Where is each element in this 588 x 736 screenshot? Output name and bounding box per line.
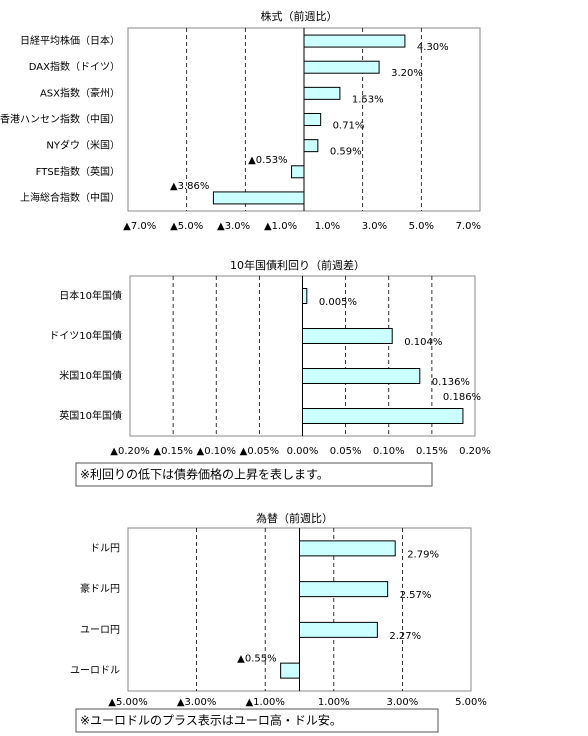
category-label: DAX指数（ドイツ） — [29, 60, 120, 73]
x-tick-label: 0.05% — [330, 446, 362, 457]
chart-title: 為替（前週比） — [256, 511, 333, 525]
category-label: 香港ハンセン指数（中国） — [0, 113, 120, 126]
note: ※ユーロドルのプラス表示はユーロ高・ドル安。 — [80, 713, 342, 728]
x-tick-label: 7.0% — [456, 221, 481, 232]
bar — [291, 165, 305, 179]
value-label: 0.186% — [443, 392, 481, 403]
value-label: 1.53% — [352, 94, 384, 105]
bar — [302, 288, 308, 304]
x-tick-label: 5.00% — [455, 697, 487, 708]
value-label: 2.27% — [389, 631, 421, 642]
x-tick-label: 0.15% — [416, 446, 448, 457]
value-label: 0.71% — [333, 121, 365, 132]
x-tick-label: 1.00% — [318, 697, 350, 708]
category-label: ユーロドル — [70, 666, 120, 677]
bar — [303, 139, 319, 153]
x-tick-label: ▲5.0% — [170, 221, 203, 232]
bar — [280, 662, 301, 679]
category-label: 上海総合指数（中国） — [20, 191, 120, 204]
bar — [303, 60, 380, 74]
x-tick-label: ▲5.00% — [108, 697, 147, 708]
note: ※利回りの低下は債券価格の上昇を表します。 — [80, 467, 329, 482]
value-label: 2.57% — [400, 590, 432, 601]
bar — [302, 328, 393, 344]
value-label: 0.136% — [432, 377, 470, 388]
category-label: ドイツ10年国債 — [49, 329, 122, 342]
value-label: 2.79% — [407, 549, 439, 560]
bar — [299, 581, 389, 598]
x-tick-label: 3.00% — [387, 697, 419, 708]
x-tick-label: ▲3.0% — [217, 221, 250, 232]
bar — [303, 113, 322, 126]
x-tick-label: 5.0% — [409, 221, 434, 232]
category-label: ユーロ円 — [80, 625, 120, 636]
value-label: ▲3.86% — [170, 181, 209, 192]
category-label: FTSE指数（英国） — [36, 165, 120, 178]
value-label: 0.005% — [319, 297, 357, 308]
category-label: 米国10年国債 — [59, 369, 122, 382]
bar — [302, 368, 421, 384]
note-box — [75, 462, 433, 487]
category-label: NYダウ（米国） — [46, 139, 120, 152]
category-label: 日本10年国債 — [59, 289, 122, 302]
bar — [302, 408, 464, 424]
chart-title: 10年国債利回り（前週差） — [230, 258, 365, 272]
value-label: 0.59% — [330, 147, 362, 158]
x-tick-label: ▲7.0% — [123, 221, 156, 232]
value-label: ▲0.53% — [248, 155, 287, 166]
x-tick-label: ▲0.05% — [240, 446, 279, 457]
category-label: 英国10年国債 — [59, 409, 122, 422]
x-tick-label: 3.0% — [362, 221, 387, 232]
x-tick-label: ▲1.0% — [264, 221, 297, 232]
x-tick-label: ▲0.10% — [197, 446, 236, 457]
category-label: ASX指数（豪州） — [40, 86, 120, 99]
bar — [299, 621, 378, 638]
chart-title: 株式（前週比） — [261, 9, 338, 23]
value-label: 4.30% — [417, 42, 449, 53]
note-box — [75, 708, 439, 733]
bar — [303, 86, 341, 100]
bar — [212, 191, 305, 205]
category-label: 豪ドル円 — [80, 582, 120, 595]
x-tick-label: ▲3.00% — [177, 697, 216, 708]
bar — [303, 34, 406, 48]
x-tick-label: ▲1.00% — [245, 697, 284, 708]
x-tick-label: ▲0.15% — [153, 446, 192, 457]
value-label: ▲0.55% — [237, 654, 276, 665]
category-label: ドル円 — [90, 543, 120, 554]
x-tick-label: 0.10% — [373, 446, 405, 457]
bar — [299, 540, 396, 557]
x-tick-label: ▲0.20% — [110, 446, 149, 457]
category-label: 日経平均株価（日本） — [20, 34, 120, 47]
x-tick-label: 0.00% — [287, 446, 319, 457]
x-tick-label: 1.0% — [315, 221, 340, 232]
x-tick-label: 0.20% — [459, 446, 491, 457]
value-label: 3.20% — [391, 68, 423, 79]
value-label: 0.104% — [404, 337, 442, 348]
